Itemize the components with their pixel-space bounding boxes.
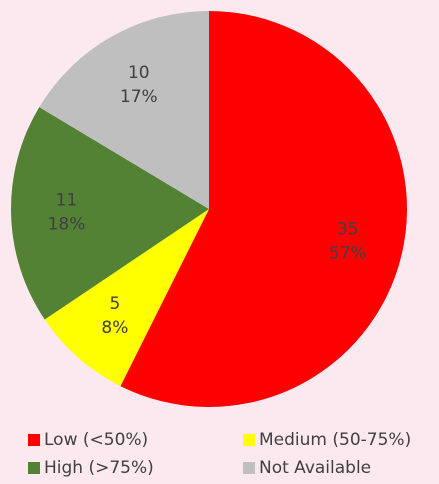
pie-slice [120, 11, 408, 407]
data-label: 35 [337, 220, 359, 240]
legend-label: Not Available [259, 458, 371, 478]
pie-slice [10, 107, 209, 320]
legend-swatch [243, 462, 255, 474]
pie-slice [39, 11, 209, 209]
legend-swatch [28, 434, 40, 446]
data-label: 11 [56, 191, 78, 211]
legend-swatch [243, 434, 255, 446]
legend-label: High (>75%) [44, 458, 154, 478]
percent-label: 8% [101, 318, 128, 338]
pie-slice [44, 209, 209, 387]
legend-label: Medium (50-75%) [259, 430, 411, 450]
data-label: 10 [128, 63, 150, 83]
legend-swatch [28, 462, 40, 474]
percent-label: 17% [120, 87, 158, 107]
data-label: 5 [109, 294, 120, 314]
legend-label: Low (<50%) [44, 430, 148, 450]
percent-label: 57% [329, 244, 367, 264]
percent-label: 18% [48, 215, 86, 235]
